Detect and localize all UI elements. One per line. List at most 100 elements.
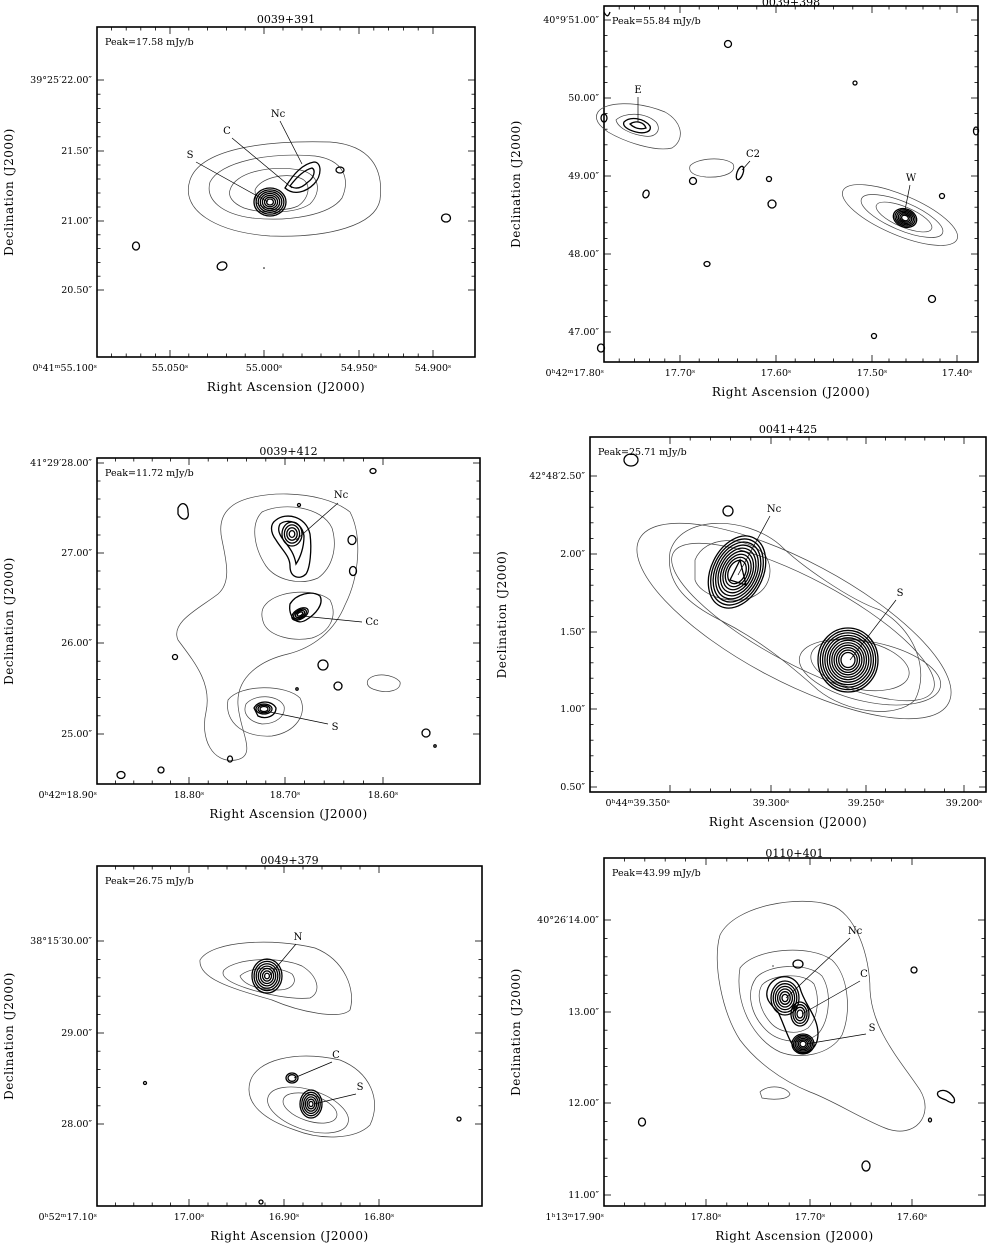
radio-contour-core — [261, 194, 279, 210]
radio-contour-N — [255, 963, 279, 989]
radio-contour-S — [826, 637, 870, 683]
radio-contour-W — [900, 214, 910, 222]
radio-contour-S — [840, 651, 856, 669]
radio-contour-jet — [289, 167, 315, 189]
radio-contour-S — [301, 1091, 321, 1117]
x-tick-label: 18.80ˢ — [174, 790, 204, 801]
noise-contour — [226, 755, 234, 763]
y-tick-label: 27.00″ — [61, 548, 92, 559]
x-tick-label: 39.200ˢ — [946, 798, 982, 809]
noise-contour — [600, 113, 608, 123]
peak-label: Peak=55.84 mJy/b — [612, 16, 701, 27]
chart-panel-0039+412: 0039+412 Peak=11.72 mJy/b Right Ascension … — [2, 445, 481, 821]
radio-contour-S — [792, 1034, 814, 1054]
noise-contour — [317, 659, 329, 671]
y-tick-label: 21.50″ — [61, 146, 92, 157]
radio-contour-core — [263, 196, 277, 208]
peak-label: Peak=43.99 mJy/b — [612, 868, 701, 879]
noise-contour — [936, 1089, 956, 1104]
radio-contour-Nc — [707, 535, 767, 609]
radio-contour-W — [895, 210, 915, 226]
radio-contour-Nc — [719, 550, 755, 594]
noise-contour — [927, 1117, 933, 1123]
radio-contour-N — [263, 972, 271, 980]
radio-contour-Nc — [288, 529, 296, 539]
x-tick-label: 17.80ˢ — [691, 1212, 721, 1223]
radio-contour-S — [817, 627, 879, 693]
noise-contour — [142, 1080, 148, 1086]
noise-contour — [972, 126, 980, 136]
panel-title: 0039+391 — [257, 13, 315, 26]
noise-contour — [703, 260, 711, 268]
component-label: S — [187, 150, 194, 161]
y-tick-label: 47.00″ — [568, 327, 599, 338]
y-tick-label: 49.00″ — [568, 171, 599, 182]
component-leader-line — [785, 937, 851, 999]
radio-contour — [615, 113, 659, 137]
radio-contour-N — [257, 965, 277, 987]
x-tick-label: 0ʰ41ᵐ55.100ˢ — [32, 363, 97, 374]
noise-contour — [722, 505, 734, 517]
y-tick-label: 13.00″ — [568, 1007, 599, 1018]
y-tick-label: 50.00″ — [568, 93, 599, 104]
component-leader-line — [849, 599, 897, 661]
radio-contour-C — [287, 1074, 297, 1082]
radio-contour-S — [835, 646, 861, 674]
noise-contour — [642, 189, 650, 199]
radio-contour — [282, 1092, 338, 1124]
x-tick-label: 17.60ˢ — [761, 368, 791, 379]
radio-contour-S — [831, 642, 865, 678]
noise-contour — [296, 502, 302, 508]
radio-contour-Nc — [729, 558, 747, 586]
radio-contour-Nc — [286, 527, 298, 541]
radio-contour-S — [824, 634, 872, 686]
y-tick-label: 28.00″ — [61, 1119, 92, 1130]
radio-contour-W — [892, 207, 918, 229]
noise-contour — [596, 343, 606, 353]
radio-contour-S — [306, 1098, 316, 1110]
noise-contour — [216, 261, 228, 271]
radio-contour — [208, 154, 346, 220]
radio-contour — [716, 900, 926, 1132]
noise-contour — [258, 1199, 264, 1205]
x-tick-label: 17.50ˢ — [857, 368, 887, 379]
component-label: Nc — [767, 504, 782, 515]
radio-contour — [671, 542, 935, 702]
radio-contour — [798, 638, 942, 706]
component-leader-line — [741, 160, 751, 171]
radio-contour-core — [255, 189, 285, 215]
noise-contour — [623, 453, 639, 467]
x-tick-label: 1ʰ13ᵐ17.90ˢ — [546, 1212, 604, 1223]
noise-contour — [938, 192, 946, 200]
radio-contour-S — [255, 703, 273, 715]
noise-contour — [347, 534, 357, 546]
radio-contour — [759, 1086, 791, 1100]
component-label: N — [294, 932, 303, 943]
radio-contour-core — [265, 198, 275, 206]
component-label: C — [860, 969, 868, 980]
x-tick-label: 17.60ˢ — [897, 1212, 927, 1223]
x-tick-label: 54.950ˢ — [341, 363, 377, 374]
radio-contour-N — [251, 958, 283, 994]
radio-contour-Nc — [283, 524, 301, 544]
y-tick-label: 29.00″ — [61, 1028, 92, 1039]
radio-contour-E — [628, 121, 647, 130]
noise-contour — [171, 653, 179, 661]
radio-contour — [199, 941, 352, 1015]
y-tick-label: 39°25′22.00″ — [30, 75, 92, 86]
x-tick-label: 18.70ˢ — [270, 790, 300, 801]
radio-contour — [229, 168, 318, 213]
radio-contour-Cc — [291, 607, 309, 621]
radio-contour-S — [791, 1033, 815, 1055]
radio-contour — [244, 696, 285, 725]
radio-contour — [689, 158, 735, 178]
radio-contour-E — [622, 117, 651, 134]
radio-contour — [842, 184, 958, 246]
component-label: E — [634, 85, 641, 96]
component-label: W — [906, 173, 917, 184]
y-tick-label: 12.00″ — [568, 1098, 599, 1109]
component-label: S — [869, 1023, 876, 1034]
plot-frame — [96, 26, 476, 358]
radio-contour-Nc — [724, 556, 750, 588]
